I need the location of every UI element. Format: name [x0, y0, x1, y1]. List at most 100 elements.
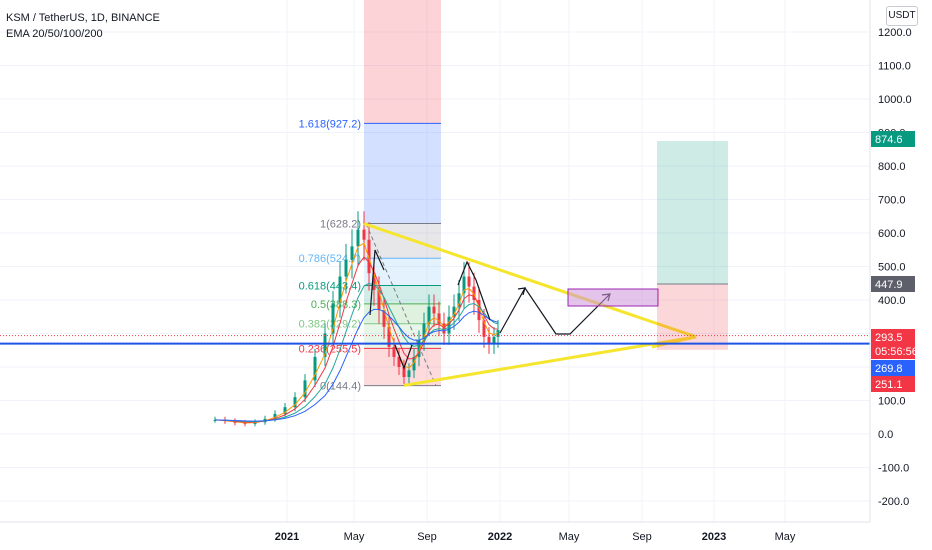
price-badge-label: 269.8: [875, 363, 903, 375]
candle-body: [367, 239, 371, 274]
price-tick-label: 800.0: [878, 161, 906, 173]
candle-body: [492, 336, 496, 344]
indicator-title[interactable]: EMA 20/50/100/200: [6, 28, 103, 40]
candle-body: [338, 276, 342, 304]
price-tick-label: 1000.0: [878, 94, 912, 106]
candle-body: [372, 273, 376, 290]
price-badge-label: 874.6: [875, 134, 903, 146]
fib-level-label: 0.5(388.3): [311, 299, 361, 311]
ema-line: [214, 308, 499, 422]
candle-body: [283, 407, 287, 414]
candle-body: [402, 367, 406, 378]
time-axis[interactable]: 2021 May Sep 2022 May Sep 2023 May: [0, 521, 870, 543]
price-badge: [871, 360, 915, 376]
fib-zone-extension-top: [364, 0, 441, 124]
candle-body: [397, 356, 401, 367]
price-tick-label: 700.0: [878, 195, 906, 207]
triangle-apex-line: [651, 335, 697, 349]
candle-body: [412, 356, 416, 371]
triangle-upper-line: [363, 222, 697, 339]
candle-body: [293, 397, 297, 408]
candle-body: [407, 370, 411, 378]
candle-body: [273, 413, 277, 419]
candle-body: [472, 286, 476, 300]
time-tick-label: May: [775, 531, 796, 543]
price-badge: [871, 329, 915, 345]
price-tick-label: 600.0: [878, 228, 906, 240]
fib-zone-extension: [364, 123, 441, 224]
price-badges: 874.6 447.9 293.5 05:56:56 269.8 251.1: [871, 131, 918, 392]
triangle-lower-line: [403, 335, 697, 387]
ema-line: [214, 242, 499, 424]
price-badge: [871, 131, 915, 147]
fib-level-label: 1.618(927.2): [299, 118, 361, 130]
candle-body: [447, 316, 451, 334]
chart-drawings[interactable]: [363, 222, 697, 387]
fib-trend-line: [365, 223, 437, 386]
fib-level-label: 0.382(329.2): [299, 319, 361, 331]
candle-body: [377, 289, 381, 311]
time-tick-label: 2021: [275, 531, 299, 543]
candle-body: [362, 229, 366, 240]
candlestick-series: [213, 211, 500, 427]
candle-body: [496, 330, 500, 337]
symbol-title[interactable]: KSM / TetherUS, 1D, BINANCE: [6, 12, 160, 24]
price-tick-label: 100.0: [878, 396, 906, 408]
price-tick-label: 500.0: [878, 262, 906, 274]
candle-body: [462, 276, 466, 294]
candle-body: [482, 320, 486, 337]
price-axis[interactable]: -200.0-100.00.0100.0200.0300.0400.0500.0…: [869, 0, 912, 522]
price-badge-label: 251.1: [875, 379, 903, 391]
price-tick-label: 1100.0: [878, 61, 911, 73]
candle-body: [417, 340, 421, 357]
time-tick-label: 2022: [488, 531, 512, 543]
fib-level-label: 0(144.4): [320, 381, 361, 393]
fib-zone: [364, 285, 441, 304]
projection-path: [499, 286, 611, 335]
time-tick-label: May: [559, 531, 580, 543]
chart-legend: KSM / TetherUS, 1D, BINANCE EMA 20/50/10…: [6, 10, 160, 42]
candle-body: [452, 306, 456, 317]
price-tick-label: 1200.0: [878, 27, 912, 39]
candle-body: [313, 356, 317, 381]
candle-body: [432, 306, 436, 314]
time-tick-label: May: [344, 531, 365, 543]
ema-lines: [214, 242, 499, 424]
pattern-path: [457, 260, 491, 321]
target-zone-box: [567, 288, 659, 307]
price-badge-label: 447.9: [875, 279, 903, 291]
candle-body: [422, 323, 426, 341]
fib-level-label: 0.618(443.4): [299, 280, 361, 292]
pattern-path: [394, 344, 413, 370]
chart-grid: [0, 0, 870, 522]
price-tick-label: 400.0: [878, 295, 906, 307]
ema-line: [214, 256, 499, 423]
price-badge-label: 293.5: [875, 332, 903, 344]
candle-body: [243, 422, 247, 424]
candle-body: [323, 333, 327, 357]
price-tick-label: -200.0: [878, 496, 909, 508]
currency-button[interactable]: USDT: [886, 6, 918, 26]
candle-body: [467, 276, 471, 287]
fib-level-label: 0.236(255.5): [299, 343, 361, 355]
candle-body: [303, 380, 307, 398]
candle-body: [387, 326, 391, 347]
time-tick-label: Sep: [632, 531, 652, 543]
candle-body: [442, 323, 446, 334]
candle-body: [487, 336, 491, 344]
time-tick-label: 2023: [702, 531, 726, 543]
fib-zone: [364, 258, 441, 286]
candle-body: [477, 300, 481, 321]
candle-body: [382, 310, 386, 327]
position-profit-zone: [657, 141, 728, 284]
candle-body: [350, 246, 354, 260]
candle-body: [427, 306, 431, 324]
price-badge: [871, 276, 915, 292]
position-loss-zone: [657, 283, 728, 350]
price-tick-label: -100.0: [878, 463, 909, 475]
long-position-tool[interactable]: [0, 141, 870, 350]
time-tick-label: Sep: [417, 531, 437, 543]
pattern-path: [369, 249, 385, 316]
candle-body: [344, 259, 348, 277]
